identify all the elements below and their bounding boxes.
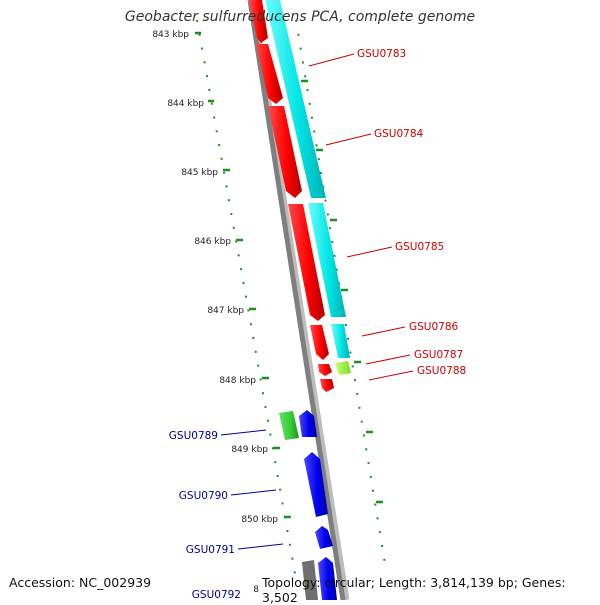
- scale-label: 848 kbp: [219, 376, 256, 386]
- scale-label: 849 kbp: [231, 445, 268, 455]
- gene-forward-1[interactable]: [265, 0, 326, 198]
- gene-label-gsu0785[interactable]: GSU0785: [395, 241, 444, 253]
- gene-green[interactable]: [279, 411, 299, 440]
- scale-label: 8: [253, 585, 259, 595]
- genome-stats-text: Topology: circular; Length: 3,814,139 bp…: [262, 575, 566, 605]
- gene-label-gsu0789[interactable]: GSU0789: [169, 430, 218, 442]
- gene-blue-3[interactable]: [315, 526, 333, 549]
- gene-gray[interactable]: [302, 560, 318, 600]
- connector-gsu0789: [220, 429, 267, 436]
- connector-gsu0790: [230, 489, 277, 496]
- gene-red-3[interactable]: [268, 106, 302, 198]
- scale-labels: 843 kbp 844 kbp 845 kbp 846 kbp 847 kbp …: [152, 30, 278, 595]
- gene-label-gsu0788[interactable]: GSU0788: [417, 365, 466, 377]
- gene-forward-3[interactable]: [331, 324, 350, 358]
- red-gene-labels: GSU0783 GSU0784 GSU0785 GSU0786 GSU0787 …: [357, 48, 466, 377]
- gene-blue-2[interactable]: [304, 452, 328, 517]
- backbone: [247, 0, 346, 601]
- gene-red-6[interactable]: [318, 364, 332, 376]
- major-ticks: [195, 31, 291, 519]
- scale-label: 850 kbp: [241, 515, 278, 525]
- blue-label-connectors: [220, 429, 284, 550]
- gene-label-gsu0790[interactable]: GSU0790: [179, 490, 228, 502]
- connector-gsu0791: [237, 543, 284, 550]
- gene-red-7[interactable]: [320, 379, 334, 392]
- gene-blue-4[interactable]: [318, 557, 337, 600]
- inner-ticks: [301, 79, 383, 504]
- gene-blue-1[interactable]: [299, 410, 317, 437]
- red-label-connectors: [308, 53, 414, 381]
- gene-label-gsu0787[interactable]: GSU0787: [414, 349, 463, 361]
- gene-label-gsu0783[interactable]: GSU0783: [357, 48, 406, 60]
- gene-label-gsu0784[interactable]: GSU0784: [374, 128, 424, 140]
- gene-lime[interactable]: [335, 361, 351, 375]
- genome-title: Geobacter sulfurreducens PCA, complete g…: [124, 9, 476, 25]
- connector-gsu0785: [346, 246, 393, 258]
- connector-gsu0783: [308, 53, 355, 67]
- scale-label: 846 kbp: [194, 237, 231, 247]
- connector-gsu0784: [325, 133, 372, 146]
- blue-gene-labels: GSU0789 GSU0790 GSU0791 GSU0792: [169, 430, 241, 601]
- connector-gsu0786: [361, 326, 406, 337]
- gene-red-4[interactable]: [288, 204, 325, 321]
- gene-forward-2[interactable]: [308, 203, 346, 317]
- scale-label: 843 kbp: [152, 30, 189, 40]
- gene-label-gsu0786[interactable]: GSU0786: [409, 321, 459, 333]
- scale-label: 844 kbp: [167, 99, 204, 109]
- connector-gsu0788: [368, 370, 414, 381]
- scale-label: 845 kbp: [181, 168, 218, 178]
- gene-label-gsu0791[interactable]: GSU0791: [186, 544, 235, 556]
- gene-label-gsu0792[interactable]: GSU0792: [192, 589, 241, 601]
- scale-label: 847 kbp: [207, 306, 244, 316]
- accession-text: Accession: NC_002939: [9, 575, 152, 590]
- connector-gsu0787: [365, 354, 411, 365]
- gene-red-1[interactable]: [249, 0, 268, 43]
- gene-red-5[interactable]: [310, 325, 329, 360]
- gene-red-2[interactable]: [256, 44, 283, 104]
